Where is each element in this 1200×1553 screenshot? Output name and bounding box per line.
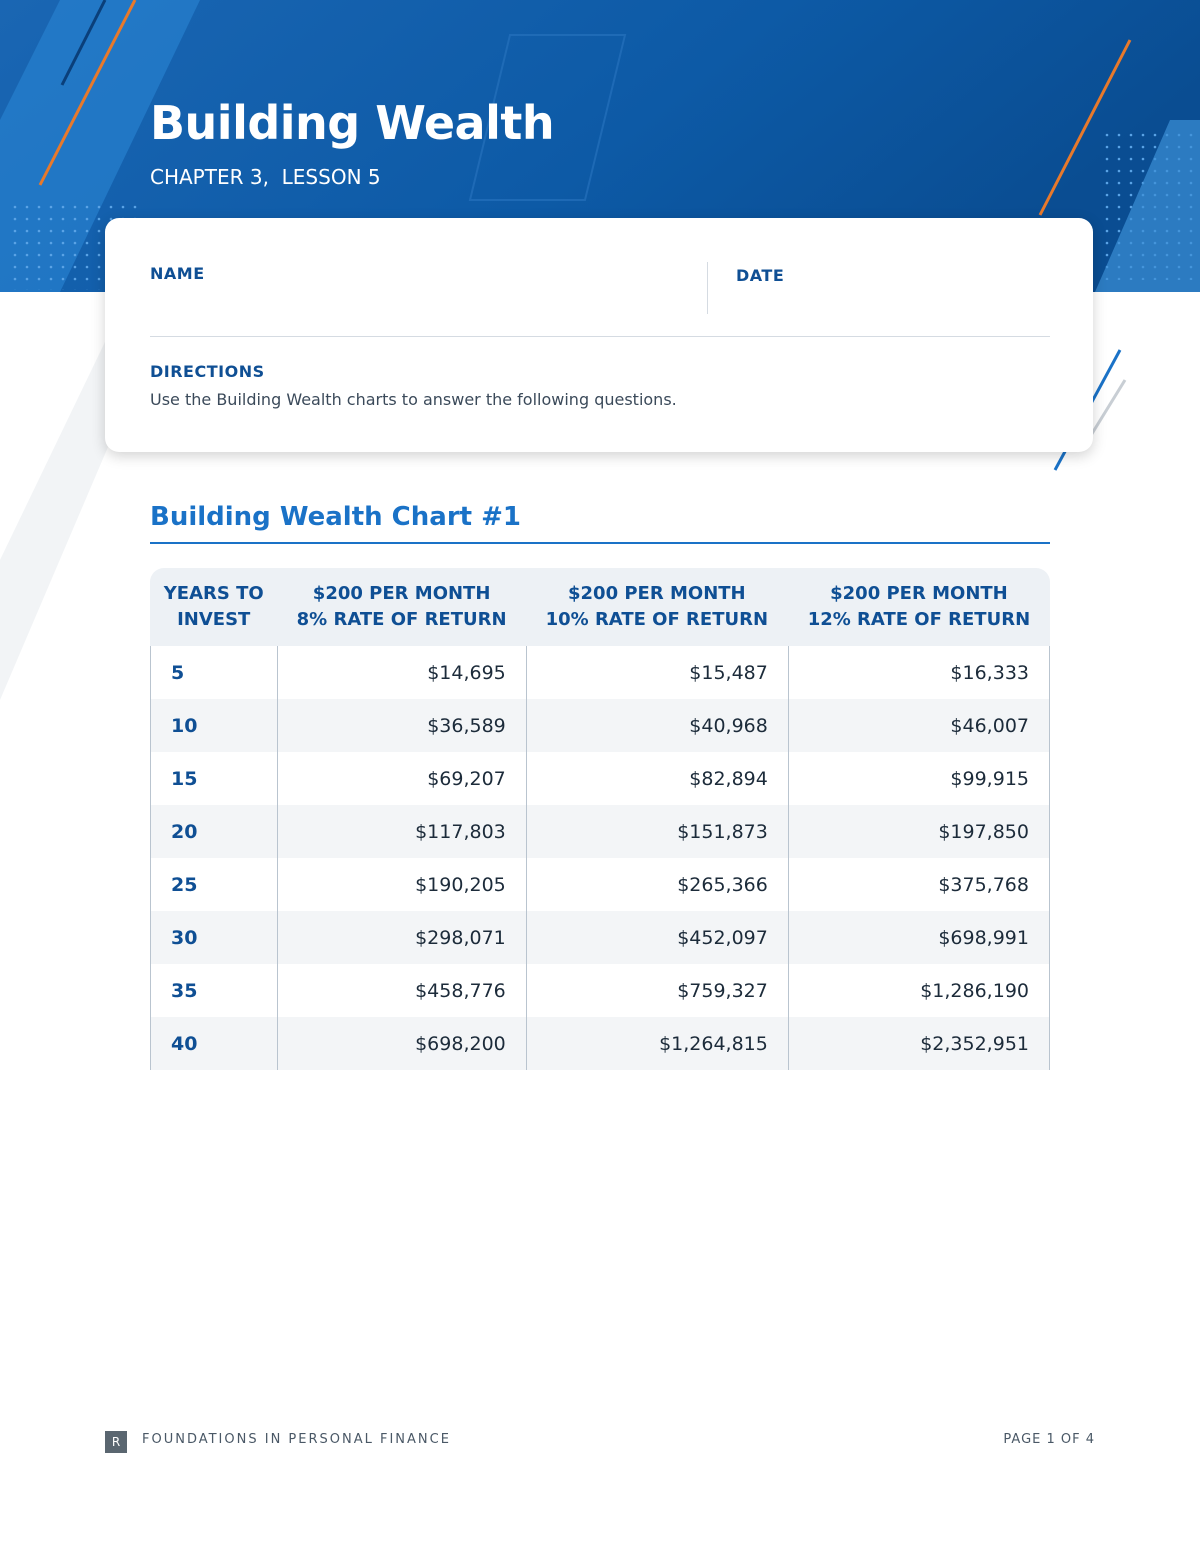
value-cell: $458,776: [277, 964, 525, 1017]
date-label: DATE: [736, 266, 785, 285]
footer-brand: FOUNDATIONS IN PERSONAL FINANCE: [142, 1432, 451, 1447]
value-cell: $40,968: [525, 699, 788, 752]
value-cell: $16,333: [787, 646, 1050, 699]
table-row: 40 $698,200 $1,264,815 $2,352,951: [150, 1017, 1050, 1070]
value-cell: $46,007: [787, 699, 1050, 752]
header-line: $200 PER MONTH: [312, 583, 491, 604]
value-cell: $375,768: [787, 858, 1050, 911]
value-cell: $99,915: [787, 752, 1050, 805]
table-row: 30 $298,071 $452,097 $698,991: [150, 911, 1050, 964]
form-card: NAME DATE DIRECTIONS Use the Building We…: [105, 218, 1093, 452]
logo: R: [105, 1431, 127, 1453]
column-header: YEARS TO INVEST: [150, 568, 278, 646]
dark-stripe: [60, 0, 107, 86]
value-cell: $1,286,190: [787, 964, 1050, 1017]
value-cell: $82,894: [525, 752, 788, 805]
wealth-table: YEARS TO INVEST $200 PER MONTH 8% RATE OF R…: [150, 568, 1050, 1070]
value-cell: $197,850: [787, 805, 1050, 858]
table-row: 20 $117,803 $151,873 $197,850: [150, 805, 1050, 858]
table-row: 5 $14,695 $15,487 $16,333: [150, 646, 1050, 699]
table-row: 10 $36,589 $40,968 $46,007: [150, 699, 1050, 752]
separator: [707, 262, 708, 314]
column-header: $200 PER MONTH 12% RATE OF RETURN: [787, 568, 1050, 646]
value-cell: $36,589: [277, 699, 526, 752]
years-cell: 10: [150, 699, 278, 752]
name-label: NAME: [150, 264, 205, 283]
subtitle: CHAPTER 3, LESSON 5: [150, 165, 381, 189]
page-number: PAGE 1 OF 4: [1003, 1432, 1095, 1447]
orange-stripe: [38, 0, 137, 186]
years-cell: 25: [150, 858, 277, 911]
value-cell: $698,200: [277, 1017, 526, 1070]
value-cell: $15,487: [525, 646, 788, 699]
separator: [150, 336, 1050, 337]
value-cell: $117,803: [277, 805, 526, 858]
value-cell: $1,264,815: [525, 1017, 788, 1070]
header-line: 8% RATE OF RETURN: [296, 609, 507, 630]
value-cell: $69,207: [277, 752, 525, 805]
value-cell: $151,873: [525, 805, 788, 858]
section-title: Building Wealth Chart #1: [150, 502, 521, 532]
value-cell: $298,071: [277, 911, 526, 964]
table-row: 35 $458,776 $759,327 $1,286,190: [150, 964, 1050, 1017]
header-line: 10% RATE OF RETURN: [545, 609, 769, 630]
orange-stripe: [1038, 39, 1132, 216]
section-rule: [150, 542, 1050, 544]
table-row: 15 $69,207 $82,894 $99,915: [150, 752, 1050, 805]
table-body: 5 $14,695 $15,487 $16,333 10 $36,589 $40,968 $4…: [150, 646, 1050, 1070]
header-line: YEARS TO: [163, 583, 264, 604]
value-cell: $452,097: [525, 911, 788, 964]
directions-label: DIRECTIONS: [150, 362, 265, 381]
value-cell: $2,352,951: [787, 1017, 1050, 1070]
header-line: $200 PER MONTH: [830, 583, 1008, 604]
title: Building Wealth: [150, 96, 555, 150]
value-cell: $190,205: [277, 858, 525, 911]
directions-text: Use the Building Wealth charts to answer…: [150, 390, 677, 409]
years-cell: 20: [150, 805, 278, 858]
banner-stripe: [1095, 120, 1200, 292]
column-header: $200 PER MONTH 10% RATE OF RETURN: [525, 568, 788, 646]
years-cell: 5: [150, 646, 277, 699]
years-cell: 15: [150, 752, 277, 805]
header-line: INVEST: [177, 609, 251, 630]
banner-outline: [468, 34, 627, 201]
years-cell: 35: [150, 964, 277, 1017]
header-row: YEARS TO INVEST $200 PER MONTH 8% RATE OF R…: [150, 568, 1050, 646]
value-cell: $759,327: [525, 964, 788, 1017]
column-header: $200 PER MONTH 8% RATE OF RETURN: [277, 568, 526, 646]
years-cell: 30: [150, 911, 278, 964]
table-row: 25 $190,205 $265,366 $375,768: [150, 858, 1050, 911]
value-cell: $265,366: [525, 858, 788, 911]
value-cell: $698,991: [787, 911, 1050, 964]
header-line: $200 PER MONTH: [568, 583, 746, 604]
value-cell: $14,695: [277, 646, 525, 699]
years-cell: 40: [150, 1017, 278, 1070]
header-line: 12% RATE OF RETURN: [807, 609, 1031, 630]
